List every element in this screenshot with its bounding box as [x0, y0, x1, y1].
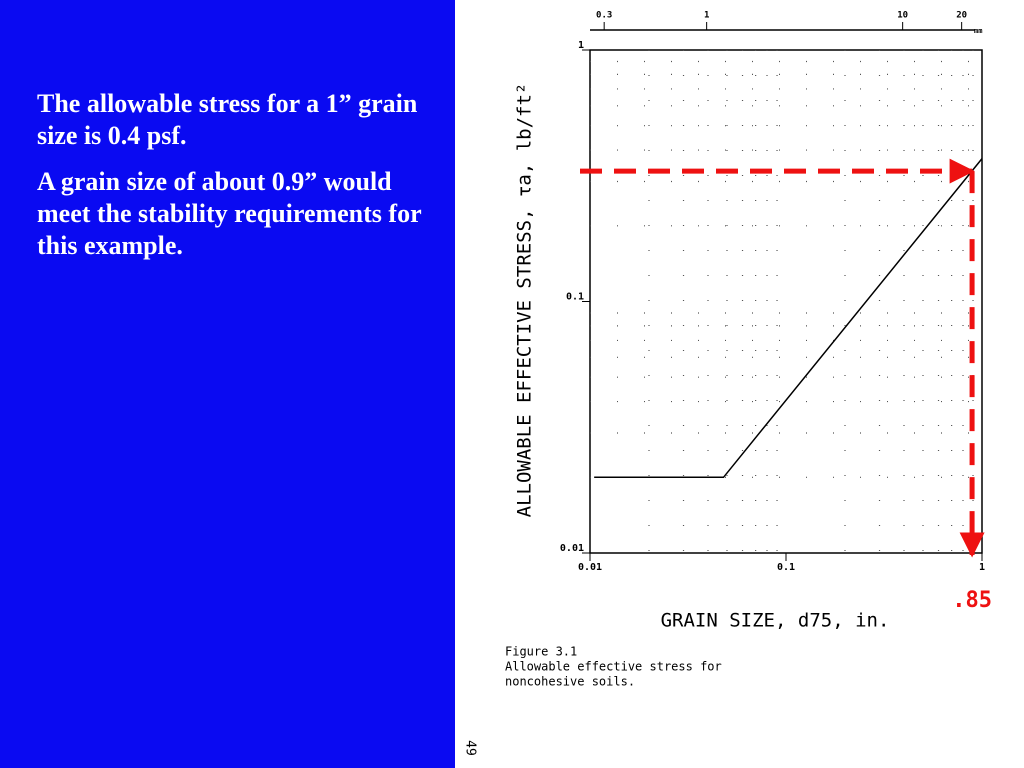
text-panel: The allowable stress for a 1” grain size… — [0, 0, 455, 768]
x2-unit: mm — [974, 27, 982, 35]
y-tick-label: 0.01 — [560, 543, 584, 554]
x-tick-label: 0.1 — [777, 562, 795, 573]
y-axis-title: ALLOWABLE EFFECTIVE STRESS, τa, lb/ft² — [514, 83, 536, 518]
x2-tick-label: 10 — [897, 11, 908, 21]
paragraph: The allowable stress for a 1” grain size… — [37, 89, 418, 150]
y-tick-label: 1 — [578, 40, 584, 51]
x2-tick-label: 20 — [956, 11, 967, 21]
x2-tick-label: 0.3 — [596, 11, 612, 21]
x-tick-label: 1 — [979, 562, 985, 573]
x2-tick-label: 1 — [704, 11, 709, 21]
caption: Allowable effective stress for — [505, 660, 722, 674]
y-tick-label: 0.1 — [566, 292, 584, 303]
text-block: The allowable stress for a 1” grain size… — [37, 88, 427, 276]
x-tick-label: 0.01 — [578, 562, 602, 573]
caption: Figure 3.1 — [505, 645, 577, 659]
page-number: 49 — [463, 740, 478, 756]
data-line — [594, 158, 983, 479]
paragraph: A grain size of about 0.9” would meet th… — [37, 167, 422, 260]
annotation-label: .85 — [952, 588, 992, 613]
x-axis-title: GRAIN SIZE, d75, in. — [661, 610, 890, 632]
caption: noncohesive soils. — [505, 675, 635, 689]
